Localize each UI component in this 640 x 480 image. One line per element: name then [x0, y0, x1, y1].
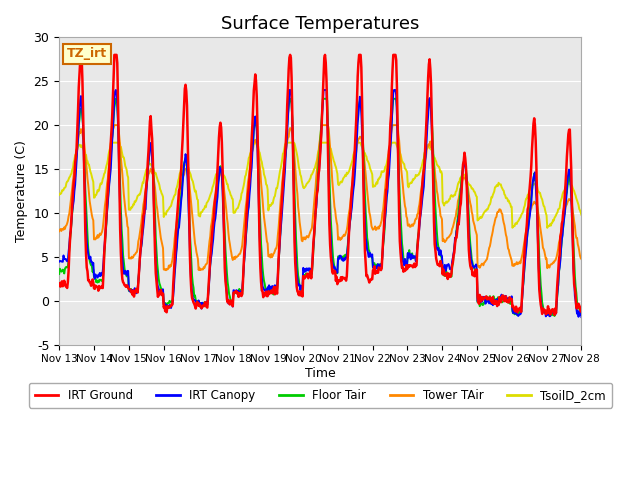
Title: Surface Temperatures: Surface Temperatures: [221, 15, 419, 33]
Legend: IRT Ground, IRT Canopy, Floor Tair, Tower TAir, TsoilD_2cm: IRT Ground, IRT Canopy, Floor Tair, Towe…: [29, 383, 612, 408]
X-axis label: Time: Time: [305, 367, 335, 380]
Y-axis label: Temperature (C): Temperature (C): [15, 140, 28, 242]
Text: TZ_irt: TZ_irt: [67, 48, 107, 60]
